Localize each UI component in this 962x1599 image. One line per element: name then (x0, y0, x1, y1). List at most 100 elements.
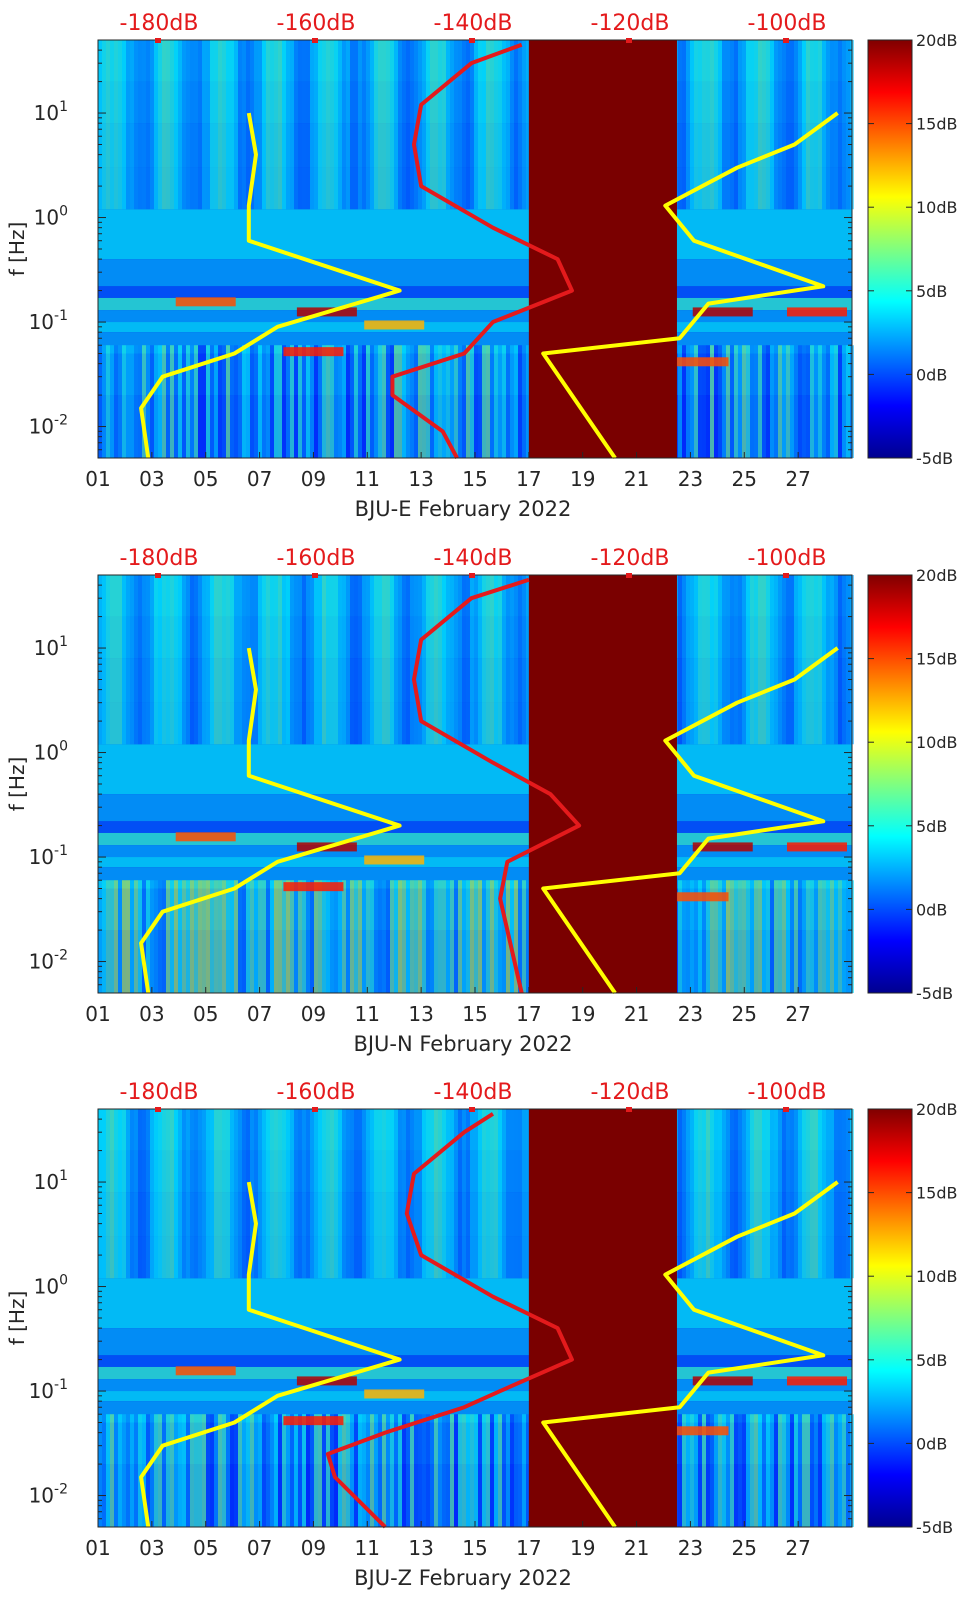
spectrogram-cell (158, 575, 162, 745)
spectrogram-cell (102, 40, 106, 210)
spectrogram-cell (302, 880, 306, 993)
x-tick-label: 11 (355, 467, 380, 491)
spectrogram-cell (478, 575, 482, 745)
spectrogram-cell (202, 345, 206, 458)
spectrogram-cell (246, 345, 250, 458)
spectrogram-cell (454, 880, 458, 993)
spectrogram-cell (146, 40, 150, 210)
spectrogram-cell (802, 1109, 806, 1279)
spectrogram-cell (302, 40, 306, 210)
spectrogram-cell (434, 880, 438, 993)
spectrogram-cell (434, 575, 438, 745)
spectrogram-cell (526, 345, 530, 458)
top-db-label: -180dB (120, 11, 199, 36)
spectrogram-cell (778, 880, 782, 993)
spectrogram-cell (282, 1109, 286, 1279)
spectrogram-cell (690, 345, 694, 458)
top-db-label: -140dB (434, 11, 513, 36)
spectrogram-cell (314, 40, 318, 210)
spectrogram-cell (290, 880, 294, 993)
spectrogram-cell (374, 40, 378, 210)
spectrogram-cell (790, 880, 794, 993)
spectrogram-cell (126, 1414, 130, 1527)
spectrogram-cell (734, 1414, 738, 1527)
spectrogram-cell (118, 40, 122, 210)
spectrogram-cell (474, 345, 478, 458)
spectrogram-cell (362, 1414, 366, 1527)
spectrogram-cell (430, 880, 434, 993)
spectrogram-cell (690, 880, 694, 993)
spectrogram-cell (382, 880, 386, 993)
spectrogram-cell (318, 1109, 322, 1279)
spectrogram-cell (778, 1414, 782, 1527)
spectrogram-cell (178, 345, 182, 458)
spectrogram-cell (378, 1414, 382, 1527)
spectrogram-cell (294, 880, 298, 993)
x-tick-label: 03 (139, 1536, 164, 1560)
data-gap-region (528, 575, 677, 993)
spectrogram-cell (702, 1414, 706, 1527)
spectrogram-cell (326, 1109, 330, 1279)
spectrogram-cell (194, 345, 198, 458)
spectrogram-cell (442, 880, 446, 993)
spectrogram-cell (122, 345, 126, 458)
spectrogram-cell (466, 575, 470, 745)
y-tick-label: 10-1 (29, 308, 68, 334)
spectrogram-cell (126, 345, 130, 458)
spectrogram-cell (326, 880, 330, 993)
spectrogram-cell (346, 575, 350, 745)
spectrogram-cell (706, 40, 710, 210)
spectrogram-cell (502, 575, 506, 745)
spectrogram-cell (422, 880, 426, 993)
spectrogram-cell (234, 575, 238, 745)
x-tick-label: 19 (570, 467, 595, 491)
spectrogram-cell (706, 575, 710, 745)
spectrogram-cell (210, 880, 214, 993)
spectrogram-cell (418, 345, 422, 458)
spectrogram-cell (418, 40, 422, 210)
spectrogram-cell (782, 40, 786, 210)
spectrogram-cell (110, 345, 114, 458)
spectrogram-cell (806, 345, 810, 458)
spectrogram-cell (762, 1109, 766, 1279)
spectrogram-cell (822, 345, 826, 458)
frequency-band (98, 259, 852, 287)
spectrogram-cell (846, 1414, 850, 1527)
spectrogram-cell (194, 1414, 198, 1527)
colorbar-label: 0dB (916, 1434, 947, 1453)
spectrogram-cell (474, 575, 478, 745)
spectrogram-cell (478, 1109, 482, 1279)
spectrogram-cell (282, 1414, 286, 1527)
spectrogram-cell (842, 40, 846, 210)
spectrogram-cell (110, 880, 114, 993)
spectrogram-cell (322, 1109, 326, 1279)
spectrogram-cell (306, 880, 310, 993)
spectrogram-cell (526, 1109, 530, 1279)
spectrogram-cell (274, 575, 278, 745)
spectrogram-cell (742, 1109, 746, 1279)
spectrogram-cell (746, 40, 750, 210)
spectrogram-cell (410, 575, 414, 745)
spectrogram-cell (694, 1109, 698, 1279)
spectrogram-cell (198, 1109, 202, 1279)
spectrogram-cell (138, 1414, 142, 1527)
spectrogram-cell (842, 1109, 846, 1279)
spectrogram-cell (258, 40, 262, 210)
spectrogram-cell (98, 575, 102, 745)
spectrogram-cell (122, 880, 126, 993)
spectrogram-cell (202, 1414, 206, 1527)
spectrogram-cell (678, 40, 682, 210)
spectrogram-cell (458, 345, 462, 458)
spectrogram-cell (750, 1414, 754, 1527)
spectrogram-cell (754, 880, 758, 993)
spectrogram-panel: 01 03 05 07 09 11 13 15 17 19 21 23 25 27 10-2 10-1 100 1… (5, 546, 958, 1056)
top-db-tick (312, 573, 318, 578)
spectrogram-cell (714, 880, 718, 993)
spectrogram-cell (298, 1109, 302, 1279)
spectrogram-cell (426, 575, 430, 745)
spectrogram-cell (426, 1414, 430, 1527)
spectrogram-cell (174, 1414, 178, 1527)
spectrogram-cell (746, 345, 750, 458)
spectrogram-cell (514, 880, 518, 993)
spectrogram-cell (470, 575, 474, 745)
